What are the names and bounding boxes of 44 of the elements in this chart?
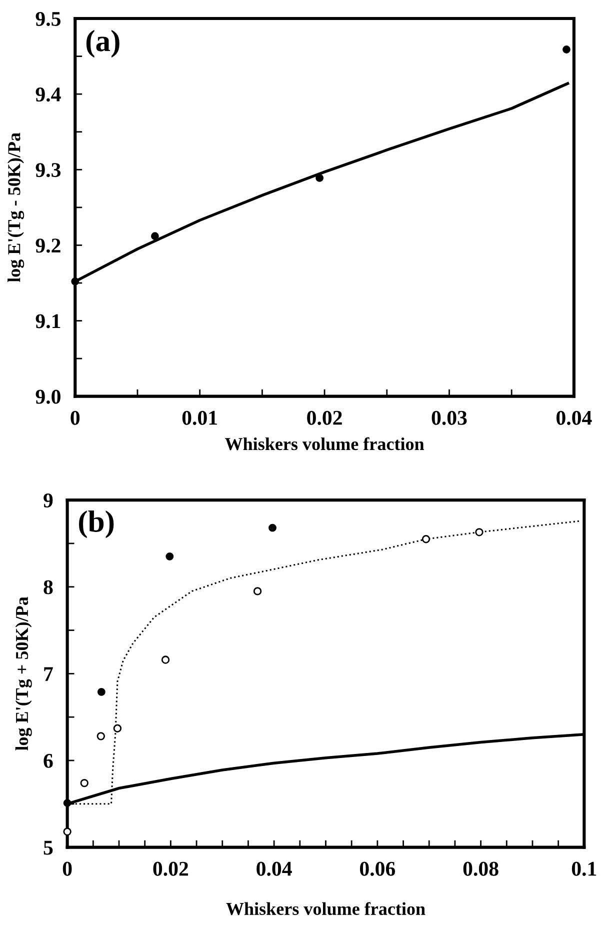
point xyxy=(268,524,276,532)
point xyxy=(562,46,570,54)
point xyxy=(63,828,72,836)
y-tick-label: 9.4 xyxy=(36,88,61,102)
point xyxy=(97,688,106,696)
point xyxy=(80,778,88,788)
y-tick-label: 9.0 xyxy=(36,390,60,404)
x-tick-label: 0.1 xyxy=(572,862,596,876)
point xyxy=(150,232,159,240)
y-tick-label: 5 xyxy=(44,840,53,855)
point xyxy=(422,535,430,544)
point xyxy=(96,732,106,740)
annotation: (a) xyxy=(86,30,120,58)
y-tick-label: 8 xyxy=(44,580,53,594)
point xyxy=(71,278,80,286)
x-tick-label: 0.04 xyxy=(256,862,292,876)
x-axis-title: Whiskers volume fraction xyxy=(226,902,426,916)
point xyxy=(161,656,170,664)
point xyxy=(253,587,262,596)
x-axis-title: Whiskers volume fraction xyxy=(224,437,424,450)
x-tick-label: 0.01 xyxy=(182,410,217,425)
y-tick-label: 7 xyxy=(44,667,53,681)
y-tick-label: 9 xyxy=(44,493,53,508)
y-tick-label: 6 xyxy=(44,754,53,768)
x-tick-label: 0.02 xyxy=(153,862,188,876)
x-tick-label: 0 xyxy=(70,410,80,425)
y-axis-title: log E'(Tg - 50K)/Pa xyxy=(8,132,24,282)
x-tick-label: 0 xyxy=(62,862,72,876)
point xyxy=(63,799,72,807)
annotation: (b) xyxy=(78,510,114,538)
y-tick-label: 9.2 xyxy=(36,238,60,253)
y-tick-label: 9.1 xyxy=(36,314,60,328)
y-axis-title: log E'(Tg + 50K)/Pa xyxy=(15,596,32,750)
x-tick-label: 0.08 xyxy=(463,862,498,876)
y-tick-label: 9.3 xyxy=(36,163,61,178)
x-tick-label: 0.03 xyxy=(432,410,467,425)
x-tick-label: 0.02 xyxy=(307,410,342,425)
point xyxy=(113,724,122,732)
x-tick-label: 0.04 xyxy=(556,410,592,425)
point xyxy=(166,552,174,560)
point xyxy=(475,528,484,536)
x-tick-label: 0.06 xyxy=(360,862,396,876)
y-tick-label: 9.5 xyxy=(36,12,60,26)
point xyxy=(316,174,324,182)
